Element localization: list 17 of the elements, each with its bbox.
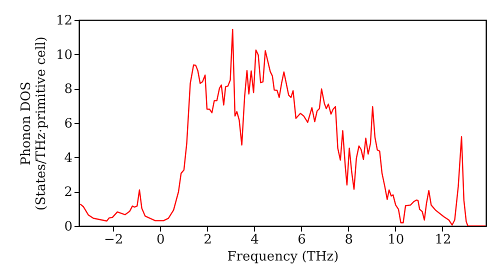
- x-tick-label: 6: [298, 232, 306, 248]
- y-tick-label: 4: [64, 150, 72, 166]
- x-tick-label: 12: [434, 232, 452, 248]
- y-tick-label: 8: [64, 82, 72, 98]
- y-tick-label: 2: [64, 185, 72, 200]
- y-axis-title: Phonon DOS (States/THz·primitive cell): [18, 36, 49, 211]
- x-tick-label: 2: [204, 232, 212, 248]
- x-tick-label: 8: [344, 232, 354, 248]
- y-tick-label: 0: [64, 220, 72, 234]
- x-tick-label: 4: [250, 232, 259, 248]
- y-tick-label: 12: [56, 14, 72, 28]
- x-axis-title: Frequency (THz): [227, 250, 339, 264]
- y-tick-label: 10: [56, 48, 72, 63]
- x-tick-label: 0: [156, 232, 165, 248]
- x-tick-label: −2: [104, 232, 124, 248]
- y-tick-label: 6: [64, 116, 72, 132]
- x-tick-label: 10: [388, 232, 404, 248]
